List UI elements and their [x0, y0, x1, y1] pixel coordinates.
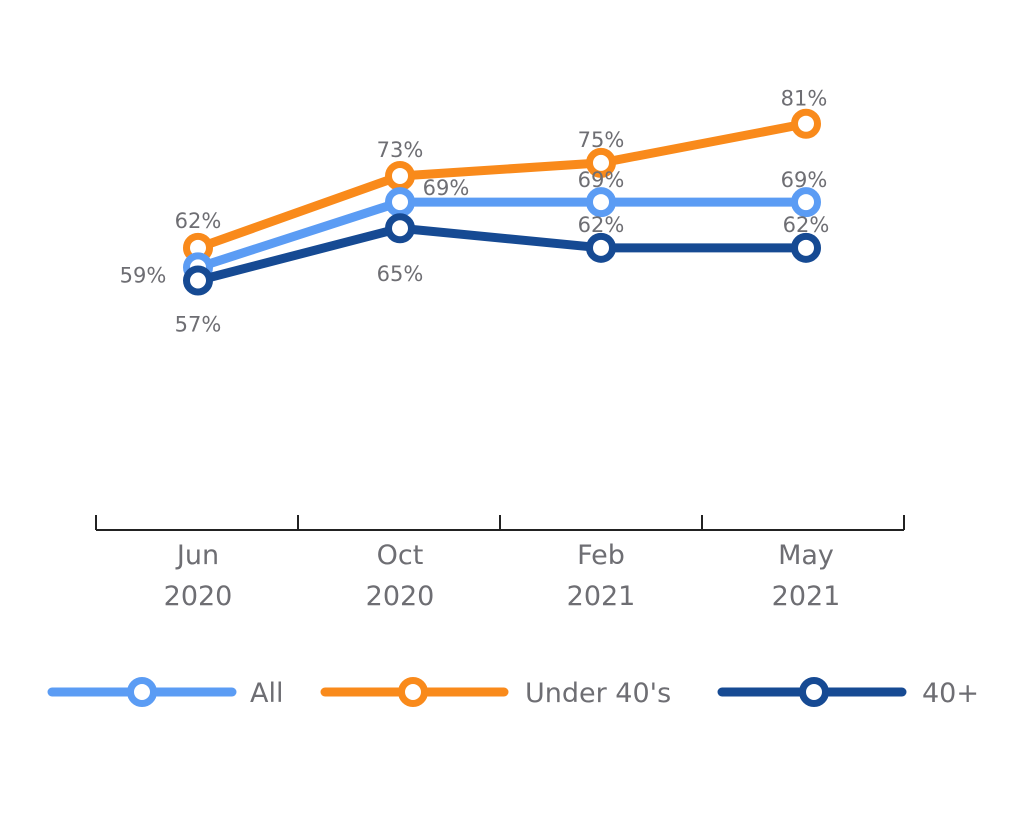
- x-tick-label-month: Oct: [377, 540, 424, 571]
- x-tick-label-year: 2021: [567, 581, 636, 612]
- data-label-over40: 57%: [175, 312, 222, 336]
- data-point-all: [791, 187, 821, 218]
- data-point-over40: [385, 213, 415, 244]
- legend-swatch-marker: [799, 677, 829, 707]
- data-point-under40: [586, 147, 616, 178]
- data-label-under40: 81%: [781, 87, 828, 111]
- data-label-over40: 62%: [578, 213, 625, 237]
- data-point-over40: [586, 232, 616, 263]
- x-tick-label-year: 2020: [366, 581, 435, 612]
- data-label-all: 69%: [578, 168, 625, 192]
- x-tick-label-month: Jun: [175, 540, 219, 571]
- x-tick-label: May 2021: [772, 540, 841, 612]
- data-point-over40: [183, 265, 213, 296]
- data-label-all: 59%: [120, 263, 167, 287]
- x-tick-label-year: 2021: [772, 581, 841, 612]
- data-point-under40: [791, 108, 821, 139]
- data-point-all: [586, 187, 616, 218]
- data-label-all: 69%: [781, 168, 828, 192]
- series-line-over40: [193, 223, 811, 285]
- series-line-all: [193, 197, 811, 272]
- data-point-over40: [791, 232, 821, 263]
- data-label-under40: 62%: [175, 209, 222, 233]
- legend-item-under40: Under 40's: [320, 677, 671, 709]
- legend-swatch-marker: [127, 677, 157, 707]
- data-label-over40: 62%: [783, 213, 830, 237]
- data-label-under40: 73%: [377, 138, 424, 162]
- legend-label: 40+: [922, 678, 979, 709]
- legend-label: All: [250, 678, 283, 709]
- x-tick-label: Oct 2020: [366, 540, 435, 612]
- x-tick-label-month: May: [778, 540, 834, 571]
- legend-item-all: All: [47, 677, 283, 709]
- series-line-under40: [193, 119, 811, 253]
- data-point-all: [385, 187, 415, 218]
- x-tick-label: Jun 2020: [164, 540, 233, 612]
- legend: All Under 40's 40+: [47, 677, 979, 709]
- data-label-under40: 75%: [578, 128, 625, 152]
- legend-item-over40: 40+: [717, 677, 979, 709]
- plot-area: 62% 73% 75% 81% 59% 69% 69% 69% 57% 65% 62% 62%: [120, 87, 830, 337]
- series-over40: 57% 65% 62% 62%: [175, 213, 830, 337]
- x-axis: Jun 2020 Oct 2020 Feb 2021 May 2021: [95, 515, 905, 612]
- legend-swatch-marker: [398, 677, 428, 707]
- x-tick-label: Feb 2021: [567, 540, 636, 612]
- x-tick-label-month: Feb: [577, 540, 625, 571]
- legend-label: Under 40's: [525, 678, 671, 709]
- series-under40: 62% 73% 75% 81%: [175, 87, 828, 263]
- data-label-all: 69%: [423, 176, 470, 200]
- data-point-under40: [385, 160, 415, 191]
- x-tick-label-year: 2020: [164, 581, 233, 612]
- series-all: 59% 69% 69% 69%: [120, 168, 828, 287]
- data-label-over40: 65%: [377, 262, 424, 286]
